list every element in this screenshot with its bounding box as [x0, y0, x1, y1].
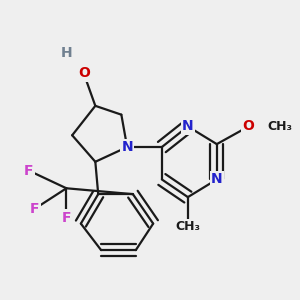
Text: N: N	[182, 119, 194, 134]
Text: O: O	[78, 66, 90, 80]
Text: H: H	[61, 46, 72, 60]
Text: N: N	[121, 140, 133, 154]
Text: F: F	[30, 202, 39, 216]
Text: CH₃: CH₃	[267, 120, 292, 133]
Text: F: F	[62, 211, 71, 225]
Text: N: N	[211, 172, 223, 186]
Text: F: F	[24, 164, 34, 178]
Text: O: O	[243, 119, 254, 134]
Text: CH₃: CH₃	[176, 220, 200, 233]
